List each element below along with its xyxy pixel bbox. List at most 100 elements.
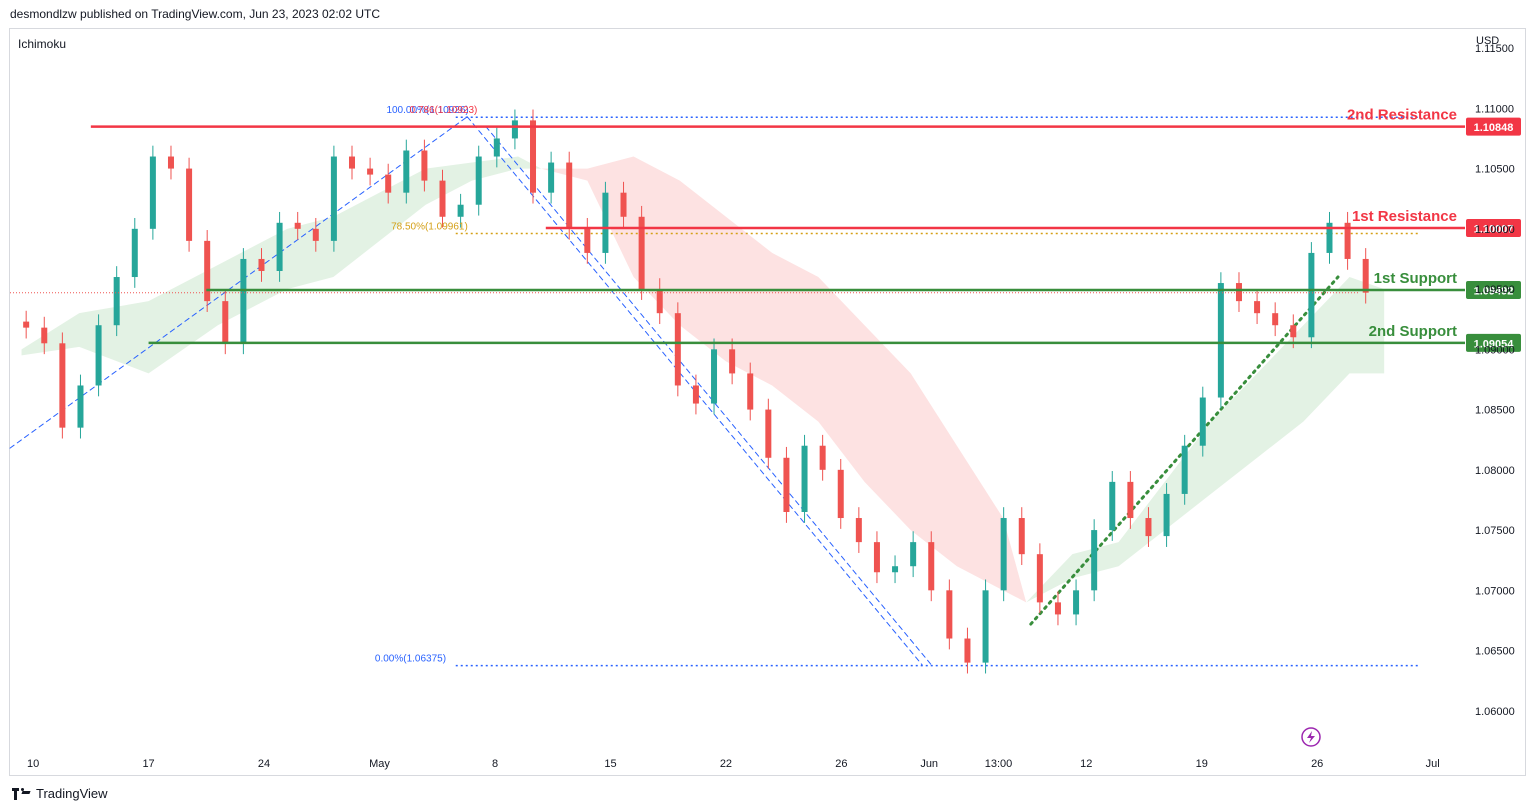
x-tick-label: 22 <box>720 758 732 770</box>
candle-body <box>186 168 193 241</box>
x-tick-label: 26 <box>1311 758 1323 770</box>
candle-body <box>1254 301 1261 314</box>
candle-body <box>1163 493 1170 537</box>
level-label: 1st Resistance <box>1352 208 1457 225</box>
candle-body <box>801 445 808 512</box>
candle-body <box>928 542 935 591</box>
candle-body <box>1127 481 1134 519</box>
x-tick-label: 24 <box>258 758 270 770</box>
candle-body <box>747 373 754 410</box>
publish-info: desmondlzw published on TradingView.com,… <box>10 7 381 21</box>
x-tick-label: 13:00 <box>985 758 1013 770</box>
candle-body <box>729 349 736 374</box>
candle-body <box>276 222 283 271</box>
candle-body <box>692 385 699 404</box>
tradingview-logo-icon <box>12 787 31 800</box>
candle-body <box>403 150 410 193</box>
y-tick-label: 1.06500 <box>1475 646 1515 658</box>
candle-body <box>258 258 265 271</box>
y-tick-label: 1.11000 <box>1475 103 1514 115</box>
fib-label: 0.00%(1.06375) <box>375 654 446 665</box>
candle-body <box>819 445 826 470</box>
price-axis-badge <box>1466 218 1521 237</box>
candle-body <box>982 590 989 663</box>
candle-body <box>946 590 953 639</box>
candle-body <box>1054 602 1061 615</box>
candle-body <box>475 156 482 205</box>
candle-body <box>566 162 573 229</box>
candle-body <box>855 518 862 543</box>
price-axis-badge <box>1466 333 1521 352</box>
price-axis-badge-value: 1.10007 <box>1474 223 1514 235</box>
candle-body <box>23 321 30 328</box>
fib-trend-line <box>485 125 932 666</box>
x-tick-label: 12 <box>1080 758 1092 770</box>
price-axis-badge <box>1466 281 1521 300</box>
candle-body <box>294 222 301 229</box>
y-tick-label: 1.11500 <box>1475 43 1514 55</box>
candle-body <box>1290 325 1297 338</box>
candle-body <box>1344 222 1351 259</box>
event-bolt-glyph <box>1307 731 1315 743</box>
candle-body <box>837 469 844 519</box>
y-tick-label: 1.09500 <box>1475 284 1515 296</box>
candle-body <box>1272 313 1279 326</box>
candle-body <box>711 349 718 404</box>
candle-body <box>548 162 555 193</box>
candle-body <box>457 204 464 217</box>
candle-body <box>439 180 446 217</box>
candle-body <box>1235 283 1242 302</box>
candle-body <box>511 120 518 139</box>
y-tick-label: 1.07500 <box>1475 525 1515 537</box>
candle-body <box>1217 283 1224 398</box>
candle-body <box>95 325 102 386</box>
x-tick-label: Jul <box>1426 758 1440 770</box>
candle-body <box>204 240 211 302</box>
x-tick-label: May <box>369 758 390 770</box>
candle-body <box>1145 518 1152 537</box>
candle-body <box>385 174 392 193</box>
y-tick-label: 1.06000 <box>1475 706 1515 718</box>
candle-body <box>1362 258 1369 293</box>
candle-body <box>167 156 174 169</box>
candle-body <box>113 277 120 326</box>
y-tick-label: 1.09000 <box>1475 344 1515 356</box>
candle-body <box>421 150 428 181</box>
candle-body <box>656 289 663 314</box>
currency-label: USD <box>1476 35 1500 47</box>
candle-body <box>330 156 337 241</box>
candle-body <box>1308 252 1315 338</box>
candle-body <box>493 138 500 157</box>
level-label: 2nd Resistance <box>1347 107 1457 124</box>
candle-body <box>584 228 591 253</box>
footer-brand-label: TradingView <box>36 786 108 801</box>
candle-body <box>348 156 355 169</box>
candle-body <box>1091 530 1098 591</box>
candle-body <box>367 168 374 175</box>
x-tick-label: 15 <box>604 758 616 770</box>
candle-body <box>149 156 156 229</box>
candle-body <box>1018 518 1025 555</box>
x-tick-label: 10 <box>27 758 39 770</box>
level-label: 1st Support <box>1374 270 1457 287</box>
candle-body <box>674 313 681 386</box>
x-tick-label: 8 <box>492 758 498 770</box>
candle-body <box>222 301 229 344</box>
x-tick-label: 19 <box>1196 758 1208 770</box>
y-tick-label: 1.07000 <box>1475 585 1515 597</box>
candle-body <box>1109 481 1116 531</box>
candle-body <box>964 638 971 663</box>
y-tick-label: 1.08500 <box>1475 405 1515 417</box>
indicator-label[interactable]: Ichimoku <box>18 37 67 51</box>
y-tick-label: 1.10000 <box>1475 224 1515 236</box>
fib-label: 100.00%(1.10926) <box>386 105 468 116</box>
candle-body <box>765 409 772 458</box>
footer-brand[interactable]: TradingView <box>12 786 108 801</box>
candle-body <box>783 457 790 512</box>
candle-body <box>638 216 645 290</box>
x-tick-label: 26 <box>835 758 847 770</box>
x-tick-label: 17 <box>142 758 154 770</box>
candle-body <box>1036 554 1043 603</box>
candle-body <box>240 258 247 344</box>
